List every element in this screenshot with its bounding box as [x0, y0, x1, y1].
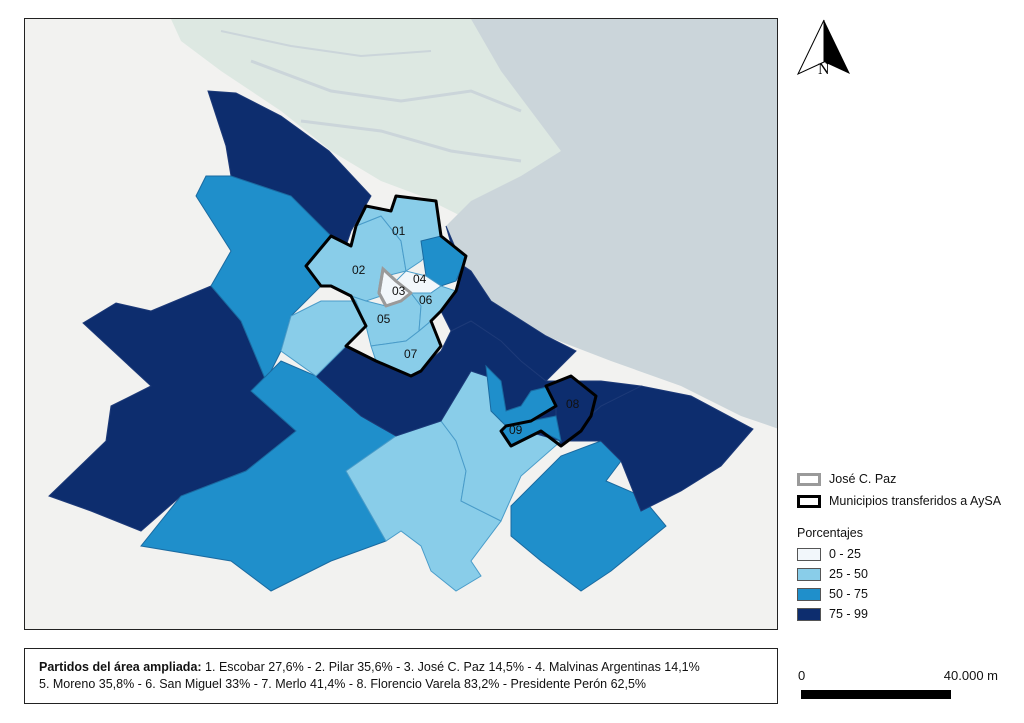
north-arrow-right-half [824, 20, 850, 74]
label-06: 06 [419, 293, 433, 307]
label-09: 09 [509, 423, 523, 437]
legend: José C. Paz Municipios transferidos a Ay… [797, 468, 1017, 624]
scale-start-label: 0 [798, 668, 806, 683]
scale-end-label: 40.000 m [943, 668, 998, 683]
label-02: 02 [352, 263, 366, 277]
aysa-outline-south [499, 374, 598, 448]
legend-swatch-aysa [797, 494, 821, 508]
label-03: 03 [392, 284, 406, 298]
label-07: 07 [404, 347, 418, 361]
map-canvas[interactable]: 01 02 03 04 05 06 07 08 09 [24, 18, 778, 630]
legend-jose-c-paz: José C. Paz [797, 468, 1017, 490]
jose-c-paz-outline [377, 267, 413, 308]
caption-line-2: 5. Moreno 35,8% - 6. San Miguel 33% - 7.… [39, 677, 647, 691]
district-southeast-50-75 [510, 440, 667, 592]
river-water [446, 19, 777, 429]
north-arrow: N [794, 18, 854, 80]
scale-bar-graphic [801, 690, 951, 699]
legend-range-3: 75 - 99 [797, 604, 1017, 624]
legend-swatch-25-50 [797, 567, 821, 581]
scale-bar: 0 40.000 m [798, 668, 998, 704]
delta-channel-2 [300, 119, 522, 163]
delta-green-area [171, 19, 601, 216]
legend-range-label-3: 75 - 99 [829, 607, 868, 621]
legend-aysa-label: Municipios transferidos a AySA [829, 494, 1002, 508]
legend-title: Porcentajes [797, 526, 864, 540]
legend-jose-c-paz-label: José C. Paz [829, 472, 897, 486]
legend-swatch-75-99 [797, 607, 821, 621]
delta-channel-1 [250, 59, 522, 113]
caption-text-1: 1. Escobar 27,6% - 2. Pilar 35,6% - 3. J… [205, 660, 700, 674]
label-04: 04 [413, 272, 427, 286]
legend-range-2: 50 - 75 [797, 584, 1017, 604]
legend-range-label-0: 0 - 25 [829, 547, 861, 561]
legend-range-label-1: 25 - 50 [829, 567, 868, 581]
delta-channel-3 [220, 30, 432, 58]
caption-line-1: Partidos del área ampliada: 1. Escobar 2… [39, 659, 763, 676]
legend-swatch-50-75 [797, 587, 821, 601]
caption-box: Partidos del área ampliada: 1. Escobar 2… [24, 648, 778, 704]
label-05: 05 [377, 312, 391, 326]
legend-aysa: Municipios transferidos a AySA [797, 490, 1017, 512]
legend-range-label-2: 50 - 75 [829, 587, 868, 601]
north-letter: N [818, 61, 830, 78]
district-northwest [207, 90, 372, 247]
label-01: 01 [392, 224, 406, 238]
caption-heading: Partidos del área ampliada: [39, 660, 202, 674]
legend-range-1: 25 - 50 [797, 564, 1017, 584]
legend-range-0: 0 - 25 [797, 544, 1017, 564]
aysa-outline-north [304, 194, 468, 378]
legend-swatch-0-25 [797, 547, 821, 561]
label-08: 08 [566, 397, 580, 411]
legend-swatch-jose-c-paz [797, 472, 821, 486]
